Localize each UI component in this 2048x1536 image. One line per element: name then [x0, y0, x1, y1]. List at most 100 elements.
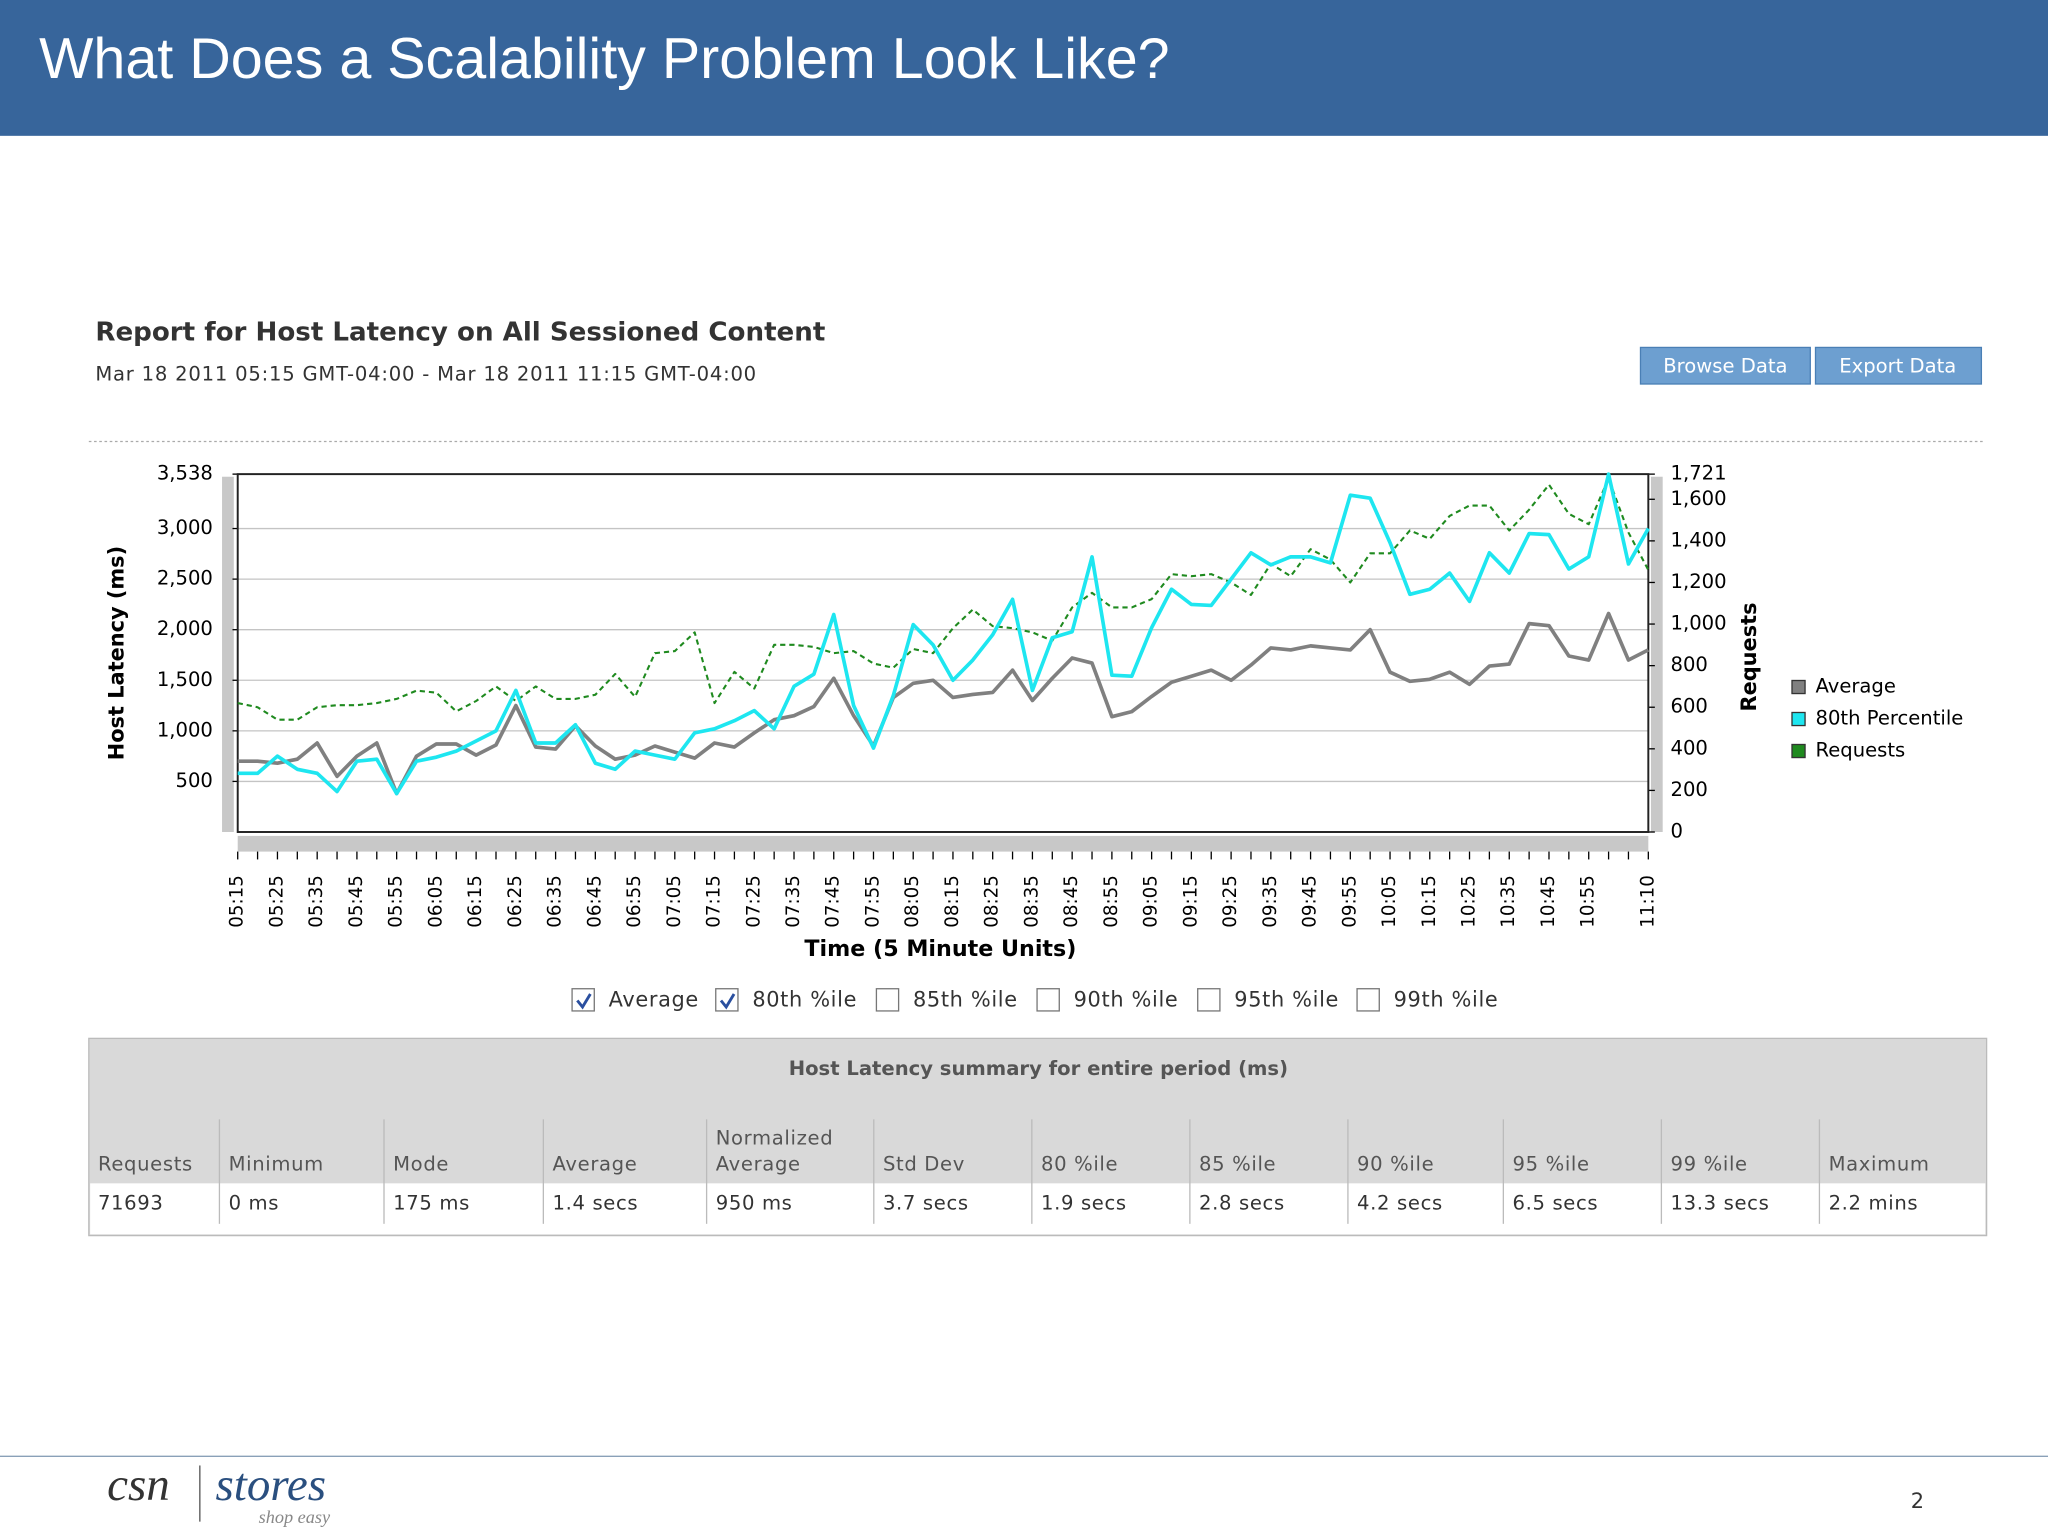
legend-swatch: [1791, 743, 1806, 759]
column-header: Requests: [98, 1153, 193, 1176]
series-line: [237, 472, 1650, 796]
column-header: Normalized: [716, 1126, 834, 1149]
checkbox-label[interactable]: 90th %ile: [1074, 987, 1179, 1011]
x-axis-title: Time (5 Minute Units): [804, 936, 1076, 962]
y2-tick-label: 600: [1671, 695, 1708, 718]
x-tick-label: 07:55: [862, 875, 883, 928]
checkbox[interactable]: [1356, 988, 1380, 1012]
x-tick-label: 08:35: [1021, 875, 1042, 928]
y2-tick-label: 1,000: [1671, 612, 1727, 635]
series-line: [237, 611, 1650, 796]
slide-title: What Does a Scalability Problem Look Lik…: [39, 27, 1169, 91]
legend-label: Requests: [1816, 739, 1906, 762]
column-header: Average: [716, 1153, 801, 1176]
x-tick-label: 07:45: [823, 875, 844, 928]
x-tick-label: 06:25: [505, 875, 526, 928]
browse-button-label[interactable]: Browse Data: [1663, 355, 1787, 378]
column-header: 85 %ile: [1199, 1153, 1276, 1176]
table-cell: 6.5 secs: [1512, 1192, 1598, 1215]
checkbox-label[interactable]: Average: [609, 987, 699, 1011]
table-cell: 3.7 secs: [883, 1192, 969, 1215]
table-cell: 2.8 secs: [1199, 1192, 1285, 1215]
x-tick-label: 07:05: [664, 875, 685, 928]
legend-swatch: [1791, 711, 1806, 727]
y-tick-label: 1,500: [157, 668, 213, 691]
checkbox-label[interactable]: 80th %ile: [752, 987, 857, 1011]
logo-tagline: shop easy: [259, 1507, 331, 1527]
x-tick-label: 06:55: [624, 875, 645, 928]
logo: csn: [107, 1459, 170, 1511]
x-tick-label: 08:05: [902, 875, 923, 928]
plot-border: [236, 473, 1650, 833]
table-cell: 1.9 secs: [1041, 1192, 1127, 1215]
column-header: Std Dev: [883, 1153, 965, 1176]
checkbox-label[interactable]: 95th %ile: [1234, 987, 1339, 1011]
column-header: Mode: [393, 1153, 449, 1176]
x-tick-label: 10:55: [1578, 875, 1599, 928]
y-tick-label: 1,000: [157, 718, 213, 741]
x-tick-label: 11:10: [1637, 875, 1658, 928]
x-tick-label: 09:55: [1339, 875, 1360, 928]
x-tick-label: 05:35: [306, 875, 327, 928]
page-number: 2: [1911, 1489, 1924, 1513]
y-scrollbar: [222, 476, 234, 832]
y2-tick-label: 200: [1671, 778, 1708, 801]
x-tick-label: 06:15: [465, 875, 486, 928]
table-row: [90, 1183, 1986, 1235]
table-cell: 13.3 secs: [1671, 1192, 1770, 1215]
legend-label: Average: [1816, 675, 1896, 698]
y-tick-label: 2,000: [157, 617, 213, 640]
x-tick-label: 09:05: [1141, 875, 1162, 928]
y2-tick-label: 400: [1671, 736, 1708, 759]
browse-button[interactable]: [1639, 346, 1811, 385]
column-header: Minimum: [229, 1153, 324, 1176]
y-axis-title: Host Latency (ms): [105, 546, 129, 760]
checkbox-label[interactable]: 99th %ile: [1394, 987, 1499, 1011]
x-tick-label: 10:25: [1459, 875, 1480, 928]
column-header: Average: [552, 1153, 637, 1176]
x-tick-label: 06:05: [425, 875, 446, 928]
x-tick-label: 08:25: [982, 875, 1003, 928]
table-cell: 2.2 mins: [1829, 1192, 1919, 1215]
y2-axis-title: Requests: [1737, 602, 1761, 711]
checkmark[interactable]: [719, 993, 736, 1010]
table-cell: 1.4 secs: [552, 1192, 638, 1215]
report-title: Report for Host Latency on All Sessioned…: [95, 318, 825, 348]
checkbox-label[interactable]: 85th %ile: [913, 987, 1018, 1011]
export-button[interactable]: [1814, 346, 1983, 385]
column-header: 95 %ile: [1512, 1153, 1589, 1176]
table-cell: 4.2 secs: [1357, 1192, 1443, 1215]
x-tick-label: 10:35: [1498, 875, 1519, 928]
x-tick-label: 07:25: [743, 875, 764, 928]
y2-tick-label: 1,600: [1671, 487, 1727, 510]
column-header: 90 %ile: [1357, 1153, 1434, 1176]
column-header: 80 %ile: [1041, 1153, 1118, 1176]
y2-tick-label: 800: [1671, 653, 1708, 676]
y2-tick-label: 0: [1671, 820, 1683, 843]
legend-label: 80th Percentile: [1816, 707, 1964, 730]
export-button-label[interactable]: Export Data: [1839, 355, 1956, 378]
x-tick-label: 07:15: [704, 875, 725, 928]
checkmark[interactable]: [576, 993, 592, 1010]
x-tick-label: 08:15: [942, 875, 963, 928]
y-tick-label: 3,000: [157, 516, 213, 539]
x-tick-label: 09:35: [1260, 875, 1281, 928]
table-cell: 950 ms: [716, 1192, 793, 1215]
x-tick-label: 10:45: [1538, 875, 1559, 928]
y-tick-label: 2,500: [157, 567, 213, 590]
checkbox[interactable]: [1036, 988, 1060, 1012]
x-tick-label: 07:35: [783, 875, 804, 928]
column-header: Maximum: [1829, 1153, 1930, 1176]
plot-area: [237, 474, 1649, 832]
x-tick-label: 08:45: [1061, 875, 1082, 928]
logo-stores: stores: [216, 1459, 327, 1511]
checkbox[interactable]: [875, 988, 900, 1012]
x-tick-label: 09:15: [1180, 875, 1201, 928]
checkbox[interactable]: [1197, 988, 1221, 1012]
x-tick-label: 09:25: [1220, 875, 1241, 928]
legend-swatch: [1791, 679, 1806, 695]
x-tick-label: 05:25: [266, 875, 287, 928]
table-cell: 0 ms: [229, 1192, 280, 1215]
report-subtitle: Mar 18 2011 05:15 GMT-04:00 - Mar 18 201…: [95, 362, 757, 385]
